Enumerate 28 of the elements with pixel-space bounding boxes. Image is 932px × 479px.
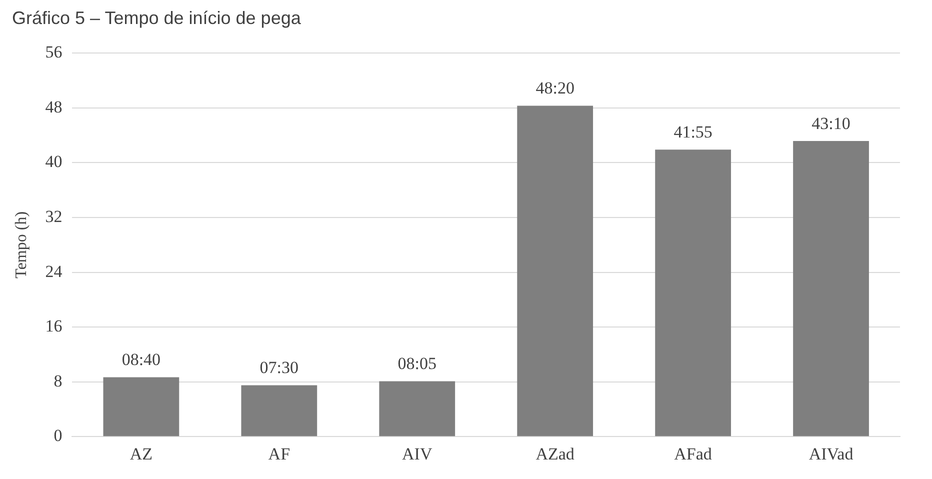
x-tick-label: AF — [268, 444, 290, 464]
y-tick-label: 40 — [45, 152, 62, 172]
x-tick-label: AFad — [674, 444, 712, 464]
x-tick-label: AZad — [536, 444, 575, 464]
bar — [103, 377, 180, 436]
bar — [655, 150, 731, 436]
bar — [379, 381, 456, 436]
bar — [517, 106, 594, 436]
y-axis-title: Tempo (h) — [12, 211, 30, 278]
x-tick-label: AIVad — [808, 444, 854, 464]
bar — [793, 141, 869, 436]
y-tick-label: 32 — [45, 206, 62, 226]
data-label: 41:55 — [674, 122, 712, 142]
data-label: 07:30 — [260, 358, 299, 378]
data-label: 08:40 — [122, 350, 161, 370]
x-tick-label: AZ — [130, 444, 153, 464]
bar — [241, 385, 318, 436]
y-tick-label: 56 — [45, 42, 62, 62]
data-label: 08:05 — [398, 354, 436, 374]
data-label: 48:20 — [536, 78, 574, 98]
y-tick-label: 0 — [54, 426, 62, 446]
y-tick-label: 8 — [54, 371, 62, 390]
x-tick-label: AIV — [402, 444, 433, 464]
data-label: 43:10 — [812, 114, 850, 134]
chart-title: Gráfico 5 – Tempo de início de pega — [12, 8, 302, 29]
y-tick-label: 24 — [45, 262, 63, 281]
y-tick-label: 16 — [45, 316, 62, 336]
y-tick-label: 48 — [45, 97, 62, 116]
